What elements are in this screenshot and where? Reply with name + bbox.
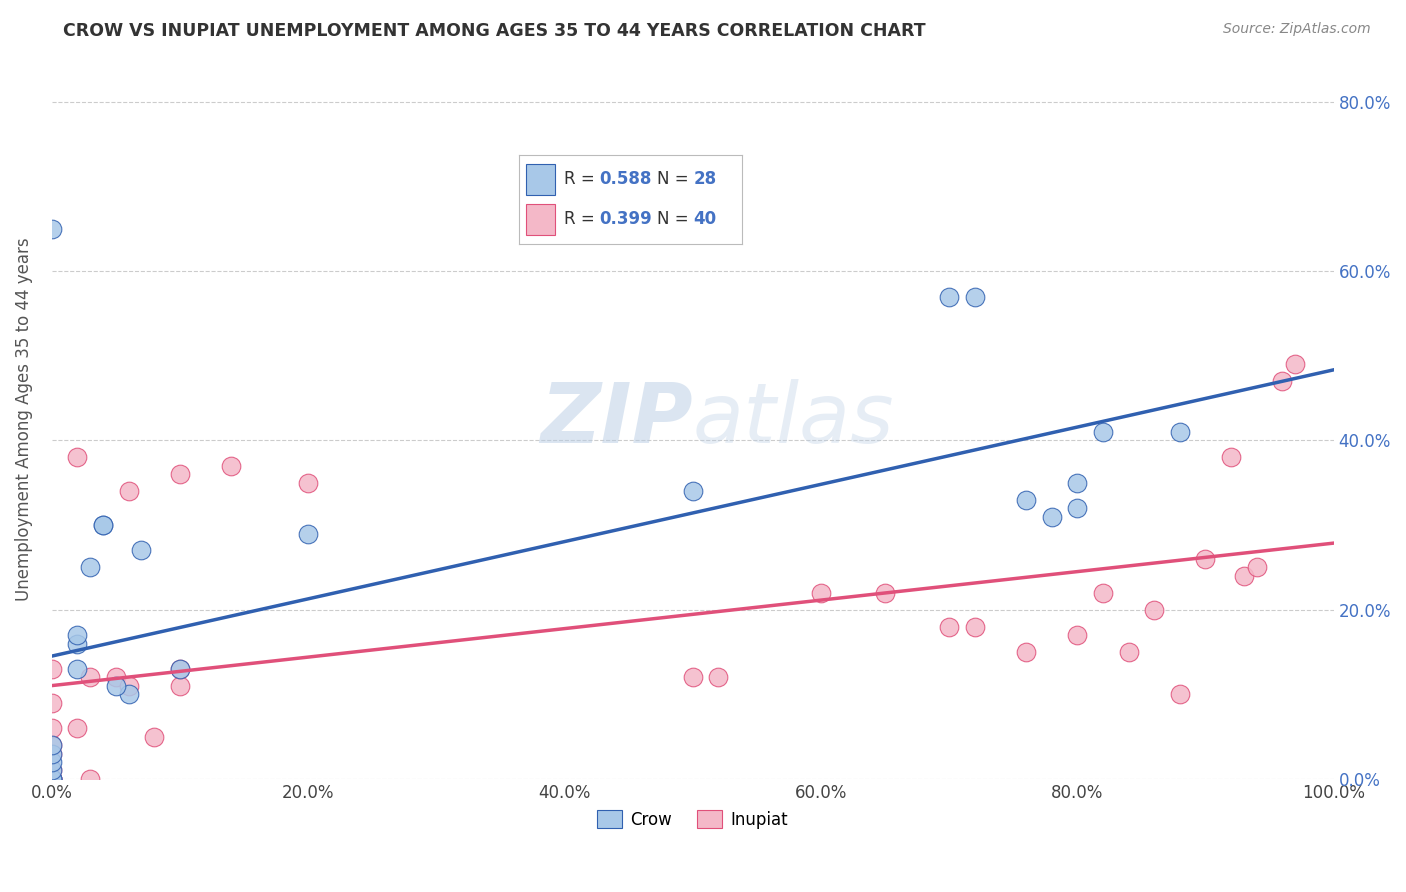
Point (66, 450, 89, 465)
Point (963, 289, 986, 303)
Point (41, 772, 63, 786)
Point (79, 560, 101, 574)
Point (169, 662, 191, 676)
Point (297, 526, 319, 541)
Point (169, 467, 191, 482)
Point (41, 772, 63, 786)
Point (682, 670, 704, 684)
Text: Source: ZipAtlas.com: Source: ZipAtlas.com (1223, 22, 1371, 37)
Text: atlas: atlas (693, 379, 894, 459)
Point (41, 772, 63, 786)
Point (41, 696, 63, 710)
Y-axis label: Unemployment Among Ages 35 to 44 years: Unemployment Among Ages 35 to 44 years (15, 237, 32, 601)
Point (41, 747, 63, 761)
Point (91, 518, 114, 533)
Point (682, 484, 704, 499)
Text: ZIP: ZIP (540, 379, 693, 459)
Point (66, 628, 89, 642)
Point (41, 772, 63, 786)
Point (104, 679, 127, 693)
Text: 0.399: 0.399 (599, 211, 652, 228)
Point (169, 662, 191, 676)
Legend: Crow, Inupiat: Crow, Inupiat (591, 804, 794, 835)
Point (143, 730, 166, 744)
Point (41, 222, 63, 236)
Point (810, 586, 832, 600)
Point (41, 662, 63, 676)
Point (41, 764, 63, 778)
Point (1168, 425, 1191, 439)
Point (1143, 602, 1166, 616)
Text: 0.588: 0.588 (599, 170, 652, 188)
Point (131, 543, 153, 558)
Point (1168, 687, 1191, 701)
FancyBboxPatch shape (526, 204, 555, 235)
Point (1284, 357, 1306, 371)
Point (169, 679, 191, 693)
Point (79, 670, 101, 684)
Point (41, 738, 63, 752)
Point (66, 662, 89, 676)
Point (1233, 569, 1256, 583)
Point (1220, 450, 1243, 465)
Point (1015, 492, 1038, 507)
Point (118, 679, 141, 693)
Point (79, 772, 101, 786)
Point (1271, 374, 1294, 388)
Point (1091, 425, 1114, 439)
Text: N =: N = (658, 211, 695, 228)
Point (41, 772, 63, 786)
Text: R =: R = (564, 211, 600, 228)
Point (1194, 552, 1216, 566)
FancyBboxPatch shape (526, 164, 555, 195)
Point (1118, 645, 1140, 659)
Point (41, 772, 63, 786)
Point (873, 586, 896, 600)
Point (91, 518, 114, 533)
Text: R =: R = (564, 170, 600, 188)
Point (707, 670, 730, 684)
Text: N =: N = (658, 170, 695, 188)
Point (1015, 645, 1038, 659)
Text: 28: 28 (693, 170, 716, 188)
Point (66, 721, 89, 735)
Point (41, 721, 63, 735)
Point (41, 747, 63, 761)
Point (1066, 475, 1088, 490)
Point (297, 475, 319, 490)
Point (41, 764, 63, 778)
Point (1246, 560, 1268, 574)
Point (938, 619, 960, 633)
Point (963, 619, 986, 633)
Point (938, 289, 960, 303)
Point (41, 755, 63, 769)
Point (118, 484, 141, 499)
Point (1091, 586, 1114, 600)
Point (1040, 509, 1063, 524)
Point (118, 687, 141, 701)
Text: CROW VS INUPIAT UNEMPLOYMENT AMONG AGES 35 TO 44 YEARS CORRELATION CHART: CROW VS INUPIAT UNEMPLOYMENT AMONG AGES … (63, 22, 927, 40)
Point (66, 636, 89, 650)
Text: 40: 40 (693, 211, 716, 228)
Point (1066, 501, 1088, 516)
Point (41, 738, 63, 752)
Point (1066, 628, 1088, 642)
Point (219, 458, 242, 473)
Point (104, 670, 127, 684)
